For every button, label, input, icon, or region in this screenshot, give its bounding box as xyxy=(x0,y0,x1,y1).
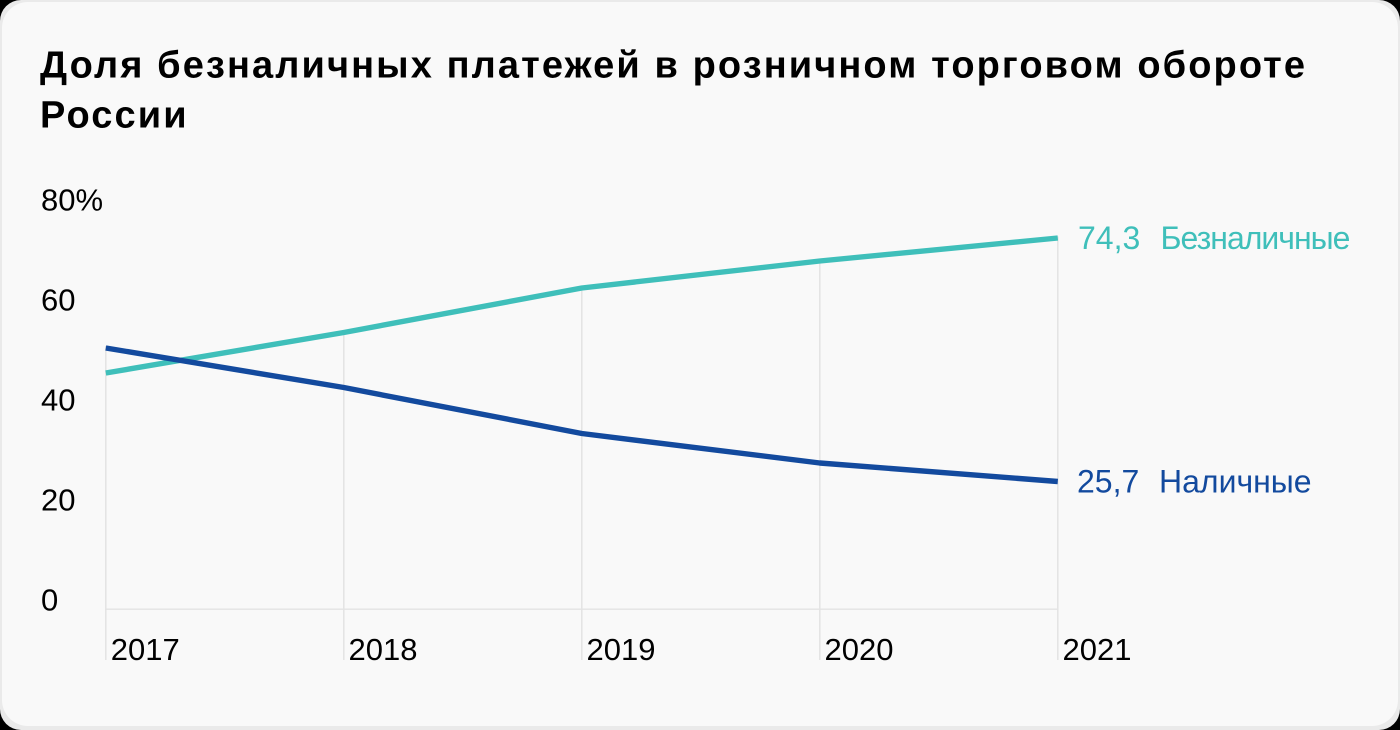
svg-text:России: России xyxy=(40,95,189,137)
svg-text:60: 60 xyxy=(41,283,75,318)
svg-text:Доля безналичных платежей в ро: Доля безналичных платежей в розничном то… xyxy=(40,45,1307,87)
svg-text:Безналичные: Безналичные xyxy=(1161,220,1350,256)
svg-text:80%: 80% xyxy=(41,183,103,218)
svg-text:2017: 2017 xyxy=(111,632,180,667)
svg-text:Наличные: Наличные xyxy=(1159,464,1312,500)
svg-text:0: 0 xyxy=(41,583,58,618)
svg-text:25,7: 25,7 xyxy=(1077,464,1139,500)
svg-text:2020: 2020 xyxy=(825,632,894,667)
svg-text:20: 20 xyxy=(41,483,75,518)
svg-text:2021: 2021 xyxy=(1063,632,1132,667)
svg-text:2019: 2019 xyxy=(587,632,656,667)
svg-text:40: 40 xyxy=(41,383,75,418)
svg-text:2018: 2018 xyxy=(349,632,418,667)
svg-text:74,3: 74,3 xyxy=(1078,220,1140,256)
